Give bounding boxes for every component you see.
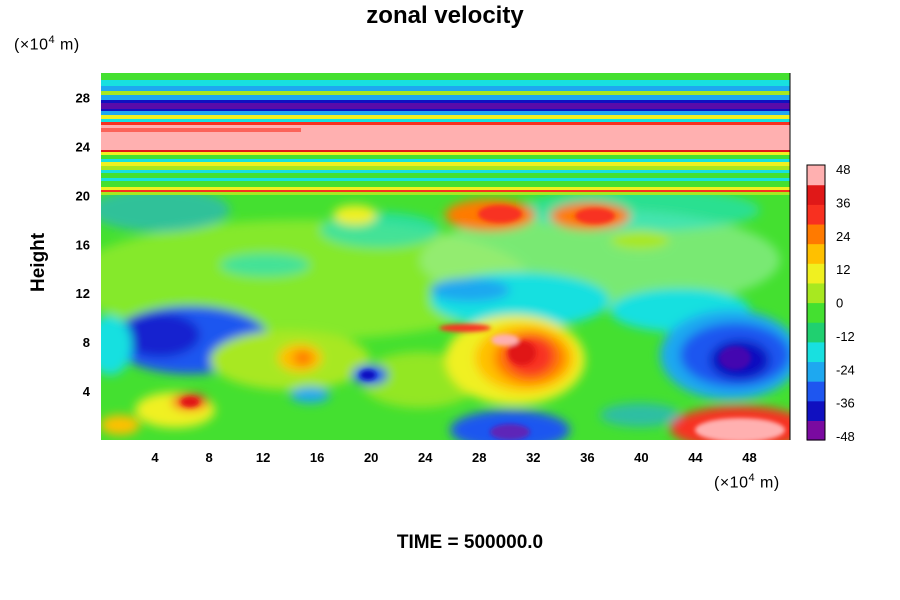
colorbar-segment — [807, 184, 825, 205]
field-blob — [101, 188, 230, 232]
time-footer: TIME = 500000.0 — [396, 532, 544, 553]
colorbar-tick-label: 24 — [836, 229, 850, 244]
colorbar-tick-label: 36 — [836, 195, 850, 210]
field-blob — [439, 324, 491, 332]
colorbar-segment — [807, 322, 825, 343]
y-tick-label: 12 — [76, 286, 90, 301]
colorbar-segment — [807, 302, 825, 323]
upper-bands — [101, 73, 790, 195]
band — [101, 115, 790, 119]
colorbar-segment — [807, 341, 825, 363]
x-tick-label: 40 — [634, 450, 648, 465]
field-blob — [360, 370, 376, 380]
colorbar: 48 36 24 12 0 -12 -24 -36 -48 — [806, 162, 855, 444]
field-blob — [120, 313, 200, 357]
band — [101, 170, 790, 173]
colorbar-tick-label: 48 — [836, 162, 850, 177]
colorbar-tick-label: -24 — [836, 362, 855, 377]
colorbar-segment — [807, 282, 825, 304]
field-blob — [695, 418, 785, 440]
field-blob — [490, 424, 530, 440]
y-tick-label: 24 — [76, 139, 91, 154]
chart-title: zonal velocity — [366, 2, 524, 29]
colorbar-segment — [807, 243, 825, 264]
band — [101, 80, 790, 87]
x-tick-label: 24 — [418, 450, 433, 465]
colorbar-segment — [807, 165, 825, 186]
band — [101, 152, 790, 155]
x-tick-label: 36 — [580, 450, 594, 465]
colorbar-segment — [807, 263, 825, 284]
colorbar-segment — [807, 420, 825, 441]
band — [101, 181, 790, 187]
colorbar-segment — [807, 361, 825, 382]
field-blob — [101, 315, 132, 375]
field-blob — [719, 346, 751, 370]
band — [101, 162, 790, 166]
colorbar-segment — [807, 204, 825, 225]
field-blob — [290, 387, 330, 403]
band — [101, 173, 790, 178]
band — [101, 178, 790, 181]
band — [101, 122, 790, 125]
colorbar-tick-label: 12 — [836, 262, 850, 277]
x-tick-label: 44 — [688, 450, 703, 465]
band — [101, 73, 790, 81]
band — [101, 192, 790, 195]
field-blob — [508, 341, 536, 365]
colorbar-frame — [806, 164, 826, 441]
x-tick-label: 28 — [472, 450, 486, 465]
x-tick-label: 48 — [742, 450, 756, 465]
field-details — [181, 205, 785, 440]
band — [101, 86, 790, 92]
band — [101, 187, 790, 190]
field-blob — [220, 253, 310, 277]
band — [101, 155, 790, 159]
field-blob — [491, 334, 519, 346]
x-tick-label: 4 — [151, 450, 159, 465]
field-blob — [610, 230, 670, 250]
x-tick-label: 16 — [310, 450, 324, 465]
colorbar-segment — [807, 223, 825, 245]
band — [101, 150, 790, 152]
y-tick-label: 20 — [76, 188, 90, 203]
band — [101, 159, 790, 162]
colorbar-segment — [807, 400, 825, 421]
band — [101, 128, 301, 132]
field-blob — [600, 403, 680, 427]
x-unit-label: (×104 m) — [714, 472, 780, 492]
field-blob — [575, 208, 615, 224]
field-blob — [333, 205, 377, 225]
y-tick-label: 4 — [83, 384, 91, 399]
colorbar-segment — [807, 381, 825, 402]
y-tick-label: 16 — [76, 237, 90, 252]
band — [101, 119, 790, 122]
band — [101, 111, 790, 115]
band — [101, 91, 790, 96]
heatmap-field — [101, 73, 790, 440]
colorbar-tick-label: -48 — [836, 429, 855, 444]
colorbar-tick-label: -12 — [836, 329, 855, 344]
x-tick-label: 32 — [526, 450, 540, 465]
field-blob — [478, 205, 522, 223]
x-tick-label: 8 — [205, 450, 212, 465]
band — [101, 103, 790, 109]
field-blob — [430, 278, 510, 302]
y-tick-label: 28 — [76, 90, 90, 105]
field-blob — [293, 350, 313, 366]
y-tick-label: 8 — [83, 335, 90, 350]
field-blob — [181, 397, 199, 407]
colorbar-tick-label: 0 — [836, 296, 843, 311]
band — [101, 166, 790, 170]
y-unit-label: (×104 m) — [14, 34, 80, 54]
colorbar-tick-label: -36 — [836, 396, 855, 411]
band — [101, 95, 790, 101]
band — [101, 190, 790, 192]
x-tick-label: 12 — [256, 450, 270, 465]
x-tick-label: 20 — [364, 450, 378, 465]
field-blob — [101, 415, 140, 435]
